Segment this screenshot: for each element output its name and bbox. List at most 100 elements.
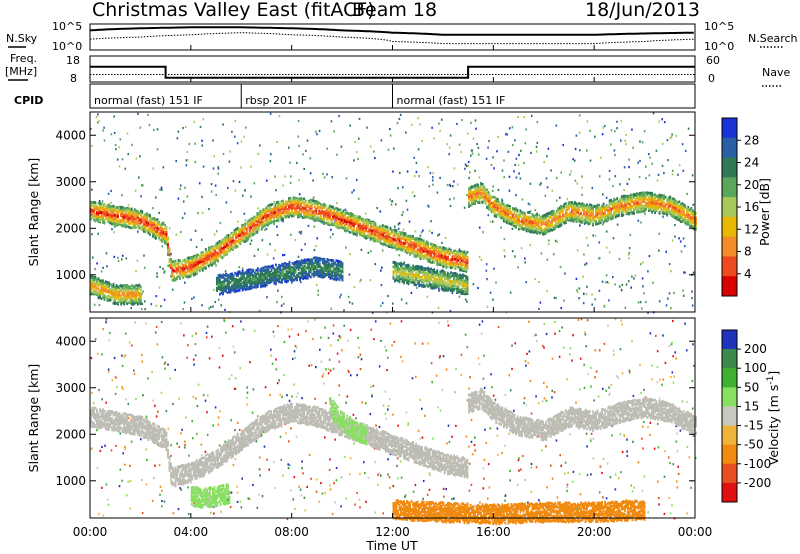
power-cell — [610, 143, 612, 145]
power-cell — [411, 292, 413, 294]
power-cell — [664, 121, 666, 123]
power-cell — [146, 218, 148, 221]
power-cell — [642, 261, 644, 263]
power-cell — [94, 268, 96, 270]
power-cell — [414, 175, 416, 177]
power-cell — [298, 145, 300, 147]
power-cell — [149, 233, 151, 236]
power-cell — [180, 184, 182, 186]
power-cell — [461, 119, 463, 121]
power-cell — [441, 242, 443, 244]
power-cell — [548, 240, 550, 242]
power-cell — [516, 176, 518, 178]
power-cell — [191, 298, 193, 300]
power-cell — [576, 289, 578, 291]
power-cell — [162, 245, 164, 247]
power-cell — [233, 180, 235, 182]
power-cell — [666, 304, 668, 306]
power-cell — [645, 301, 647, 303]
power-cell — [449, 198, 451, 200]
power-cell — [619, 258, 621, 260]
power-cell — [381, 267, 383, 269]
power-cell — [691, 297, 693, 299]
freq-label-line2: [MHz] — [5, 65, 37, 78]
power-cell — [97, 233, 99, 235]
power-cell — [606, 230, 608, 232]
power-cell — [184, 213, 186, 215]
power-cell — [609, 170, 611, 172]
power-cell — [439, 130, 441, 132]
power-cell — [516, 158, 518, 160]
nave-tick-bottom: 0 — [708, 72, 715, 85]
power-cell — [242, 267, 244, 269]
power-cell — [477, 287, 479, 289]
power-cell — [556, 177, 558, 179]
power-cell — [101, 270, 103, 272]
power-cell — [535, 278, 537, 280]
power-cell — [555, 240, 557, 242]
power-cell — [220, 222, 222, 224]
power-cell — [359, 280, 361, 282]
power-cell — [113, 115, 115, 117]
power-cell — [225, 270, 227, 272]
power-cell — [531, 115, 533, 117]
power-cell — [456, 123, 458, 125]
power-cell — [602, 127, 604, 129]
power-cell — [169, 248, 171, 251]
power-cell — [450, 134, 452, 136]
power-cell — [270, 113, 272, 115]
freq-label-line1: Freq. — [10, 52, 37, 65]
power-cell — [397, 122, 399, 124]
power-cell — [615, 175, 617, 177]
power-cell — [605, 281, 607, 283]
power-cell — [476, 143, 478, 145]
power-cell — [305, 150, 307, 152]
power-cell — [96, 212, 98, 215]
power-cell — [525, 281, 527, 283]
power-cell — [628, 159, 630, 161]
power-cell — [139, 155, 141, 157]
power-cell — [525, 142, 527, 144]
power-cell — [433, 137, 435, 139]
power-cell — [439, 177, 441, 179]
power-cell — [156, 276, 158, 278]
power-cell — [269, 243, 271, 245]
power-cell — [147, 114, 149, 116]
power-cell — [684, 245, 686, 247]
power-cell — [142, 290, 144, 292]
power-cell — [266, 296, 268, 298]
power-cell — [149, 124, 151, 126]
power-cell — [611, 129, 613, 131]
power-cell — [273, 201, 275, 203]
power-cell — [103, 127, 105, 129]
power-cell — [639, 160, 641, 162]
power-cell — [661, 118, 663, 120]
power-cell — [514, 139, 516, 141]
power-cell — [457, 183, 459, 185]
power-cell — [662, 165, 664, 167]
power-cell — [107, 211, 109, 214]
power-cell — [625, 134, 627, 136]
power-cell — [186, 164, 188, 166]
power-cell — [600, 157, 602, 159]
power-cell — [361, 249, 363, 251]
power-cell — [215, 194, 217, 196]
power-cell — [599, 290, 601, 292]
power-cell — [330, 308, 332, 310]
power-cell — [488, 214, 490, 216]
power-cell — [479, 176, 481, 178]
power-cell — [186, 151, 188, 153]
power-cell — [538, 281, 540, 283]
power-cell — [579, 149, 581, 151]
power-cell — [245, 127, 247, 129]
power-cell — [486, 270, 488, 272]
power-cell — [579, 114, 581, 116]
power-cell — [370, 146, 372, 148]
power-cell — [215, 264, 217, 266]
power-cell — [482, 231, 484, 233]
power-cell — [170, 258, 172, 261]
power-cell — [403, 229, 405, 231]
power-cell — [303, 168, 305, 170]
power-cell — [649, 255, 651, 257]
